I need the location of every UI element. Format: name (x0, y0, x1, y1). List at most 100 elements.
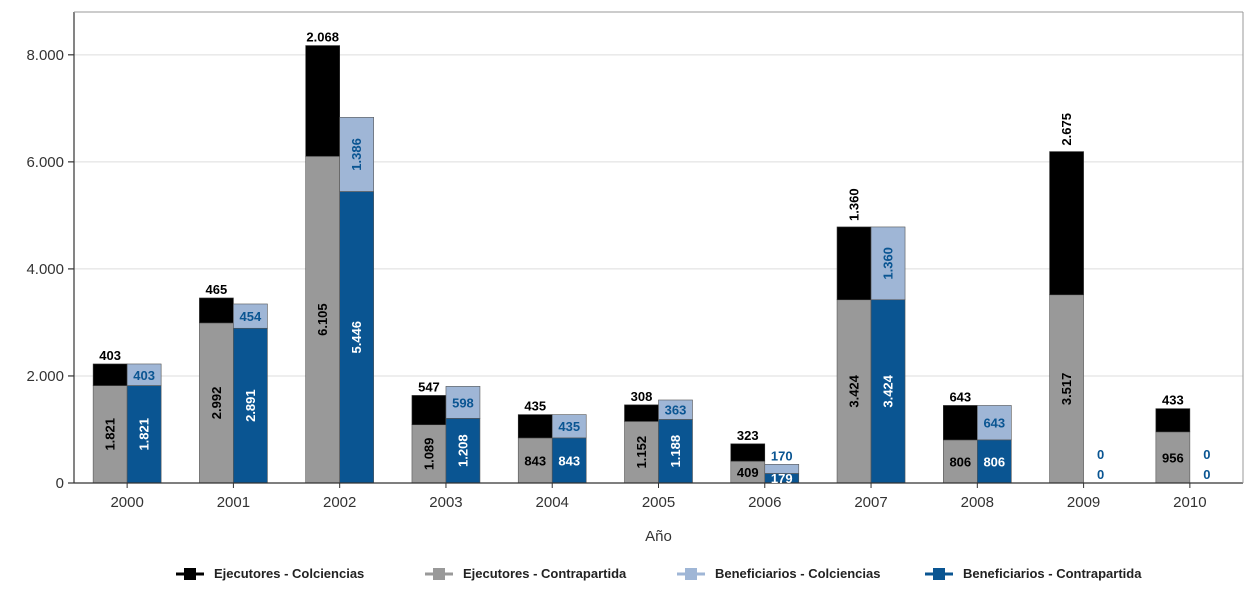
bar-segment-beneficiarios-contrapartida (339, 191, 374, 484)
data-label: 363 (665, 403, 687, 418)
legend-label: Beneficiarios - Colciencias (715, 566, 880, 581)
bar-segment-ejecutores-colciencias (517, 414, 553, 439)
legend-item-beneficiarios-contrapartida: Beneficiarios - Contrapartida (925, 566, 1142, 581)
data-label: 598 (452, 395, 474, 410)
bar-segment-ejecutores-contrapartida (943, 439, 978, 484)
data-label: 956 (1162, 450, 1184, 465)
bar-segment-ejecutores-colciencias (305, 45, 340, 157)
data-label: 3.424 (847, 374, 862, 407)
x-tick-label: 2004 (536, 494, 569, 511)
x-axis-title: Año (645, 528, 672, 545)
bar-segment-ejecutores-colciencias (1155, 408, 1191, 433)
data-label: 643 (983, 416, 1005, 431)
data-label: 179 (771, 471, 793, 486)
bar-segment-beneficiarios-colciencias (339, 117, 374, 192)
bar-segment-beneficiarios-colciencias (870, 226, 906, 301)
x-tick-label: 2005 (642, 494, 675, 511)
bar-segment-beneficiarios-colciencias (977, 405, 1012, 441)
bar-segment-beneficiarios-contrapartida (445, 418, 481, 484)
data-label: 6.105 (315, 303, 330, 336)
legend-item-ejecutores-contrapartida: Ejecutores - Contrapartida (425, 566, 627, 581)
y-tick-label: 2.000 (26, 368, 64, 385)
data-label: 435 (524, 399, 546, 414)
data-label: 843 (524, 453, 546, 468)
bar-segment-ejecutores-colciencias (943, 405, 978, 441)
data-label: 2.891 (243, 389, 258, 422)
x-tick-label: 2003 (429, 494, 462, 511)
bar-segment-beneficiarios-colciencias (764, 464, 800, 474)
legend-swatch (685, 568, 697, 580)
data-label: 806 (983, 454, 1005, 469)
bar-segment-beneficiarios-contrapartida (658, 419, 693, 484)
data-label: 454 (240, 309, 262, 324)
data-label: 1.386 (349, 138, 364, 171)
bar-segment-ejecutores-contrapartida (836, 299, 872, 484)
x-tick-label: 2007 (854, 494, 887, 511)
data-label: 547 (418, 379, 440, 394)
x-tick-label: 2002 (323, 494, 356, 511)
legend-label: Beneficiarios - Contrapartida (963, 566, 1142, 581)
data-label: 2.675 (1059, 113, 1074, 146)
bar-segment-ejecutores-colciencias (199, 297, 234, 324)
data-label: 843 (558, 453, 580, 468)
bar-segment-ejecutores-colciencias (1049, 151, 1084, 296)
data-label: 1.821 (137, 418, 152, 451)
data-label: 403 (99, 348, 121, 363)
y-tick-labels: 0 2.000 4.000 6.000 8.000 (26, 47, 74, 492)
bar-segment-ejecutores-colciencias (92, 363, 128, 386)
bar-segment-beneficiarios-contrapartida (551, 437, 587, 484)
bar-segment-beneficiarios-colciencias (233, 303, 268, 329)
y-tick-label: 4.000 (26, 261, 64, 278)
data-label: 0 (1097, 467, 1104, 482)
data-label: 465 (206, 282, 228, 297)
bar-segment-beneficiarios-colciencias (126, 363, 162, 386)
data-label: 308 (631, 389, 653, 404)
legend-label: Ejecutores - Colciencias (214, 566, 364, 581)
legend-item-beneficiarios-colciencias: Beneficiarios - Colciencias (677, 566, 880, 581)
data-label: 323 (737, 428, 759, 443)
data-label: 2.992 (209, 387, 224, 420)
data-label: 1.152 (634, 436, 649, 469)
data-label: 1.188 (668, 435, 683, 468)
bar-segment-ejecutores-contrapartida (624, 421, 659, 484)
bar-segment-ejecutores-contrapartida (305, 155, 340, 484)
axes (73, 11, 1244, 483)
value-labels: 1.821 403 1.821 403 2.992 465 2.891 454 6.105 2.0… (99, 30, 1210, 487)
legend-swatch (184, 568, 196, 580)
data-label: 1.208 (455, 434, 470, 467)
data-label: 3.517 (1059, 373, 1074, 406)
bar-segment-beneficiarios-contrapartida (233, 327, 268, 484)
x-tick-label: 2000 (110, 494, 143, 511)
data-label: 433 (1162, 393, 1184, 408)
bar-segment-beneficiarios-colciencias (445, 386, 481, 419)
x-tick-label: 2010 (1173, 494, 1206, 511)
bar-segment-beneficiarios-contrapartida (977, 439, 1012, 484)
data-label: 806 (949, 454, 971, 469)
data-label: 643 (949, 389, 971, 404)
data-label: 1.360 (881, 247, 896, 280)
bar-segment-beneficiarios-colciencias (551, 414, 587, 439)
data-label: 5.446 (349, 321, 364, 354)
x-tick-labels: 2000 2001 2002 2003 2004 2005 2006 2007 2008 2009… (110, 483, 1207, 511)
data-label: 0 (1203, 447, 1210, 462)
bar-segment-ejecutores-colciencias (836, 226, 872, 301)
bar-segment-ejecutores-colciencias (411, 395, 447, 426)
data-label: 0 (1203, 467, 1210, 482)
data-label: 0 (1097, 447, 1104, 462)
x-tick-label: 2009 (1067, 494, 1100, 511)
bar-segment-ejecutores-colciencias (730, 443, 766, 462)
legend-label: Ejecutores - Contrapartida (463, 566, 627, 581)
data-label: 1.089 (421, 438, 436, 471)
bar-segment-ejecutores-colciencias (624, 404, 659, 422)
data-label: 170 (771, 448, 793, 463)
data-label: 2.068 (306, 30, 339, 45)
y-tick-label: 6.000 (26, 154, 64, 171)
data-label: 3.424 (881, 374, 896, 407)
legend: Ejecutores - Colciencias Ejecutores - Con… (176, 566, 1142, 581)
bars (74, 45, 1243, 484)
data-label: 1.360 (847, 188, 862, 221)
x-tick-label: 2001 (217, 494, 250, 511)
bar-segment-beneficiarios-colciencias (658, 399, 693, 420)
